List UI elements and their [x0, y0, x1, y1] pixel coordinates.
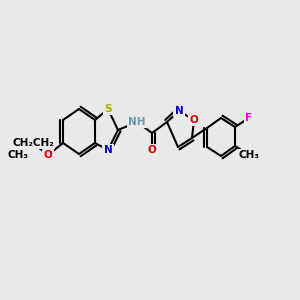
Text: O: O	[148, 145, 156, 155]
Text: O: O	[44, 150, 52, 160]
Text: N: N	[175, 106, 183, 116]
Text: NH: NH	[128, 117, 146, 127]
Text: O: O	[190, 115, 198, 125]
Text: N: N	[103, 145, 112, 155]
Text: CH₃: CH₃	[238, 150, 260, 160]
Text: CH₃: CH₃	[8, 150, 29, 160]
Text: F: F	[245, 113, 253, 123]
Text: CH₂CH₂: CH₂CH₂	[12, 138, 54, 148]
Text: S: S	[104, 104, 112, 114]
